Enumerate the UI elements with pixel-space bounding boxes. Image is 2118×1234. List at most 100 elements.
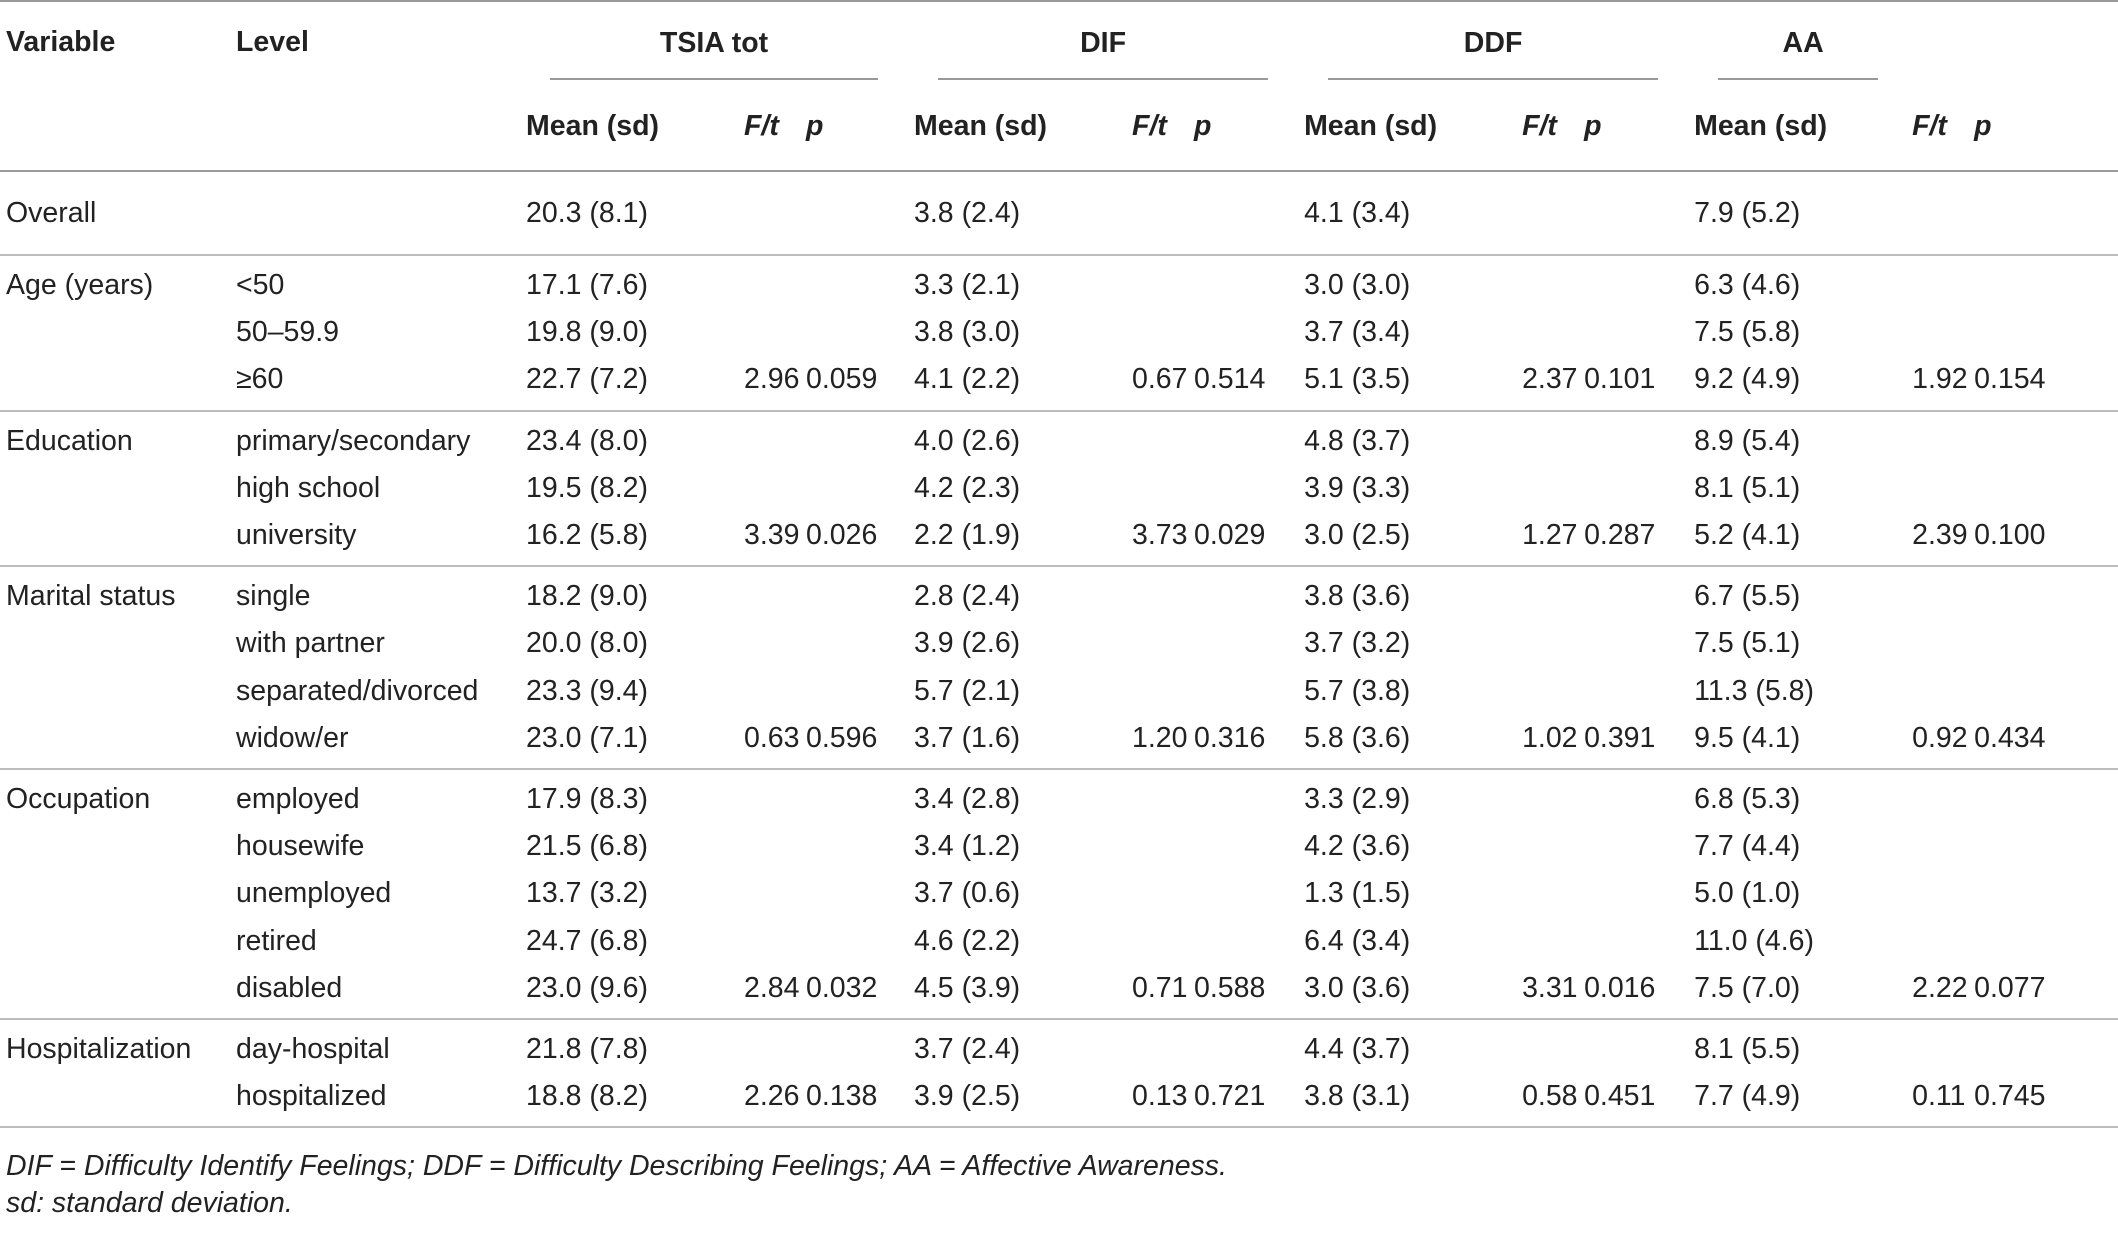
tsia-p-cell <box>800 1019 908 1073</box>
ddf-ft-cell <box>1478 309 1578 356</box>
variable-cell: Overall <box>6 196 97 229</box>
ddf-p-cell: 0.451 <box>1584 1080 1656 1113</box>
aa-ft-cell: 2.39 <box>1912 519 1968 552</box>
tsia-mean-cell: 24.7 (6.8) <box>526 924 648 957</box>
dif-ft-cell <box>1088 411 1188 465</box>
tsia-mean-cell: 20.0 (8.0) <box>526 627 648 660</box>
dif-ft-cell: 0.71 <box>1132 971 1188 1004</box>
tsia-p-cell <box>800 309 908 356</box>
ddf-mean-cell: 3.7 (3.2) <box>1304 627 1411 660</box>
header-ft: F/t <box>1522 109 1557 142</box>
header-ft: F/t <box>1912 109 1947 142</box>
header-group-dif-label: DIF <box>1080 26 1126 59</box>
tsia-p-cell <box>800 668 908 715</box>
ddf-mean-cell: 3.0 (2.5) <box>1304 519 1411 552</box>
tsia-ft-cell <box>700 620 800 667</box>
dif-p-cell <box>1188 465 1298 512</box>
dif-ft-cell <box>1088 917 1188 964</box>
table-row: Marital status single 18.2 (9.0) 2.8 (2.4) 3… <box>0 566 2118 620</box>
header-mean: Mean (sd) <box>526 109 660 142</box>
header-group-ddf-label: DDF <box>1463 26 1523 59</box>
ddf-p-cell <box>1578 171 1688 255</box>
tsia-mean-cell: 19.8 (9.0) <box>526 316 648 349</box>
aa-p-cell <box>1968 566 2118 620</box>
dif-mean-cell: 3.4 (2.8) <box>914 782 1021 815</box>
tsia-p-cell <box>800 769 908 823</box>
dif-p-cell <box>1188 411 1298 465</box>
ddf-mean-cell: 5.7 (3.8) <box>1304 674 1411 707</box>
dif-mean-cell: 3.7 (0.6) <box>914 877 1021 910</box>
tsia-ft-cell <box>700 870 800 917</box>
table-body: Overall 20.3 (8.1) 3.8 (2.4) 4.1 (3.4) 7.9 (… <box>0 171 2118 1128</box>
header-mean: Mean (sd) <box>1304 109 1438 142</box>
tsia-mean-cell: 23.0 (7.1) <box>526 721 648 754</box>
tsia-mean-cell: 21.5 (6.8) <box>526 830 648 863</box>
aa-p-cell <box>1968 1019 2118 1073</box>
aa-ft-cell <box>1868 620 1968 667</box>
ddf-mean-cell: 6.4 (3.4) <box>1304 924 1411 957</box>
level-cell: retired <box>236 924 317 957</box>
dif-mean-cell: 2.2 (1.9) <box>914 519 1021 552</box>
dif-ft-cell <box>1088 1019 1188 1073</box>
dif-ft-cell: 0.13 <box>1132 1080 1188 1113</box>
header-group-ddf: DDF <box>1298 0 1689 82</box>
ddf-mean-cell: 5.1 (3.5) <box>1304 363 1411 396</box>
tsia-ft-cell <box>700 255 800 309</box>
aa-mean-cell: 7.5 (5.1) <box>1694 627 1801 660</box>
dif-p-cell <box>1188 566 1298 620</box>
table-row: Age (years) <50 17.1 (7.6) 3.3 (2.1) 3.0 (3.… <box>0 255 2118 309</box>
aa-p-cell <box>1968 620 2118 667</box>
dif-p-cell <box>1188 255 1298 309</box>
dif-ft-cell <box>1088 823 1188 870</box>
ddf-p-cell <box>1578 823 1688 870</box>
ddf-mean-cell: 3.0 (3.0) <box>1304 269 1411 302</box>
ddf-p-cell <box>1578 668 1688 715</box>
ddf-mean-cell: 4.2 (3.6) <box>1304 830 1411 863</box>
ddf-ft-cell <box>1478 823 1578 870</box>
level-cell: ≥60 <box>236 363 284 396</box>
variable-cell <box>0 309 230 356</box>
tsia-mean-cell: 20.3 (8.1) <box>526 196 648 229</box>
aa-mean-cell: 9.5 (4.1) <box>1694 721 1801 754</box>
header-p: p <box>1584 109 1602 142</box>
ddf-ft-cell <box>1478 171 1578 255</box>
aa-ft-cell <box>1868 668 1968 715</box>
aa-ft-cell <box>1868 870 1968 917</box>
aa-p-cell <box>1968 411 2118 465</box>
header-row-sub: Mean (sd) F/t p Mean (sd) F/t p Mean (sd… <box>0 82 2118 171</box>
level-cell: widow/er <box>236 721 349 754</box>
header-group-dif: DIF <box>908 0 1299 82</box>
level-cell: primary/secondary <box>236 424 471 457</box>
dif-p-cell <box>1188 668 1298 715</box>
ddf-p-cell: 0.391 <box>1584 721 1656 754</box>
dif-mean-cell: 3.8 (2.4) <box>914 196 1021 229</box>
level-cell: unemployed <box>236 877 392 910</box>
table-row: hospitalized 18.8 (8.2) 2.26 0.138 3.9 (2.5)… <box>0 1073 2118 1128</box>
ddf-mean-cell: 4.1 (3.4) <box>1304 196 1411 229</box>
aa-mean-cell: 9.2 (4.9) <box>1694 363 1801 396</box>
ddf-mean-cell: 5.8 (3.6) <box>1304 721 1411 754</box>
tsia-ft-cell: 2.84 <box>744 971 800 1004</box>
dif-p-cell <box>1188 823 1298 870</box>
note-abbreviations: DIF = Difficulty Identify Feelings; DDF … <box>6 1150 1227 1182</box>
tsia-ft-cell <box>700 171 800 255</box>
aa-ft-cell <box>1868 1019 1968 1073</box>
aa-mean-cell: 5.0 (1.0) <box>1694 877 1801 910</box>
tsia-ft-cell <box>700 566 800 620</box>
aa-mean-cell: 7.7 (4.4) <box>1694 830 1801 863</box>
tsia-ft-cell <box>700 769 800 823</box>
tsia-mean-cell: 18.8 (8.2) <box>526 1080 648 1113</box>
aa-ft-cell <box>1868 823 1968 870</box>
ddf-ft-cell <box>1478 668 1578 715</box>
tsia-p-cell: 0.596 <box>806 721 878 754</box>
tsia-ft-cell <box>700 917 800 964</box>
variable-cell <box>0 620 230 667</box>
level-cell: <50 <box>236 269 285 302</box>
aa-ft-cell <box>1868 917 1968 964</box>
header-p: p <box>806 109 824 142</box>
header-group-tsia: TSIA tot <box>520 0 909 82</box>
dif-mean-cell: 3.9 (2.5) <box>914 1080 1021 1113</box>
aa-mean-cell: 5.2 (4.1) <box>1694 519 1801 552</box>
aa-mean-cell: 7.5 (5.8) <box>1694 316 1801 349</box>
table-row: separated/divorced 23.3 (9.4) 5.7 (2.1) 5.7… <box>0 668 2118 715</box>
